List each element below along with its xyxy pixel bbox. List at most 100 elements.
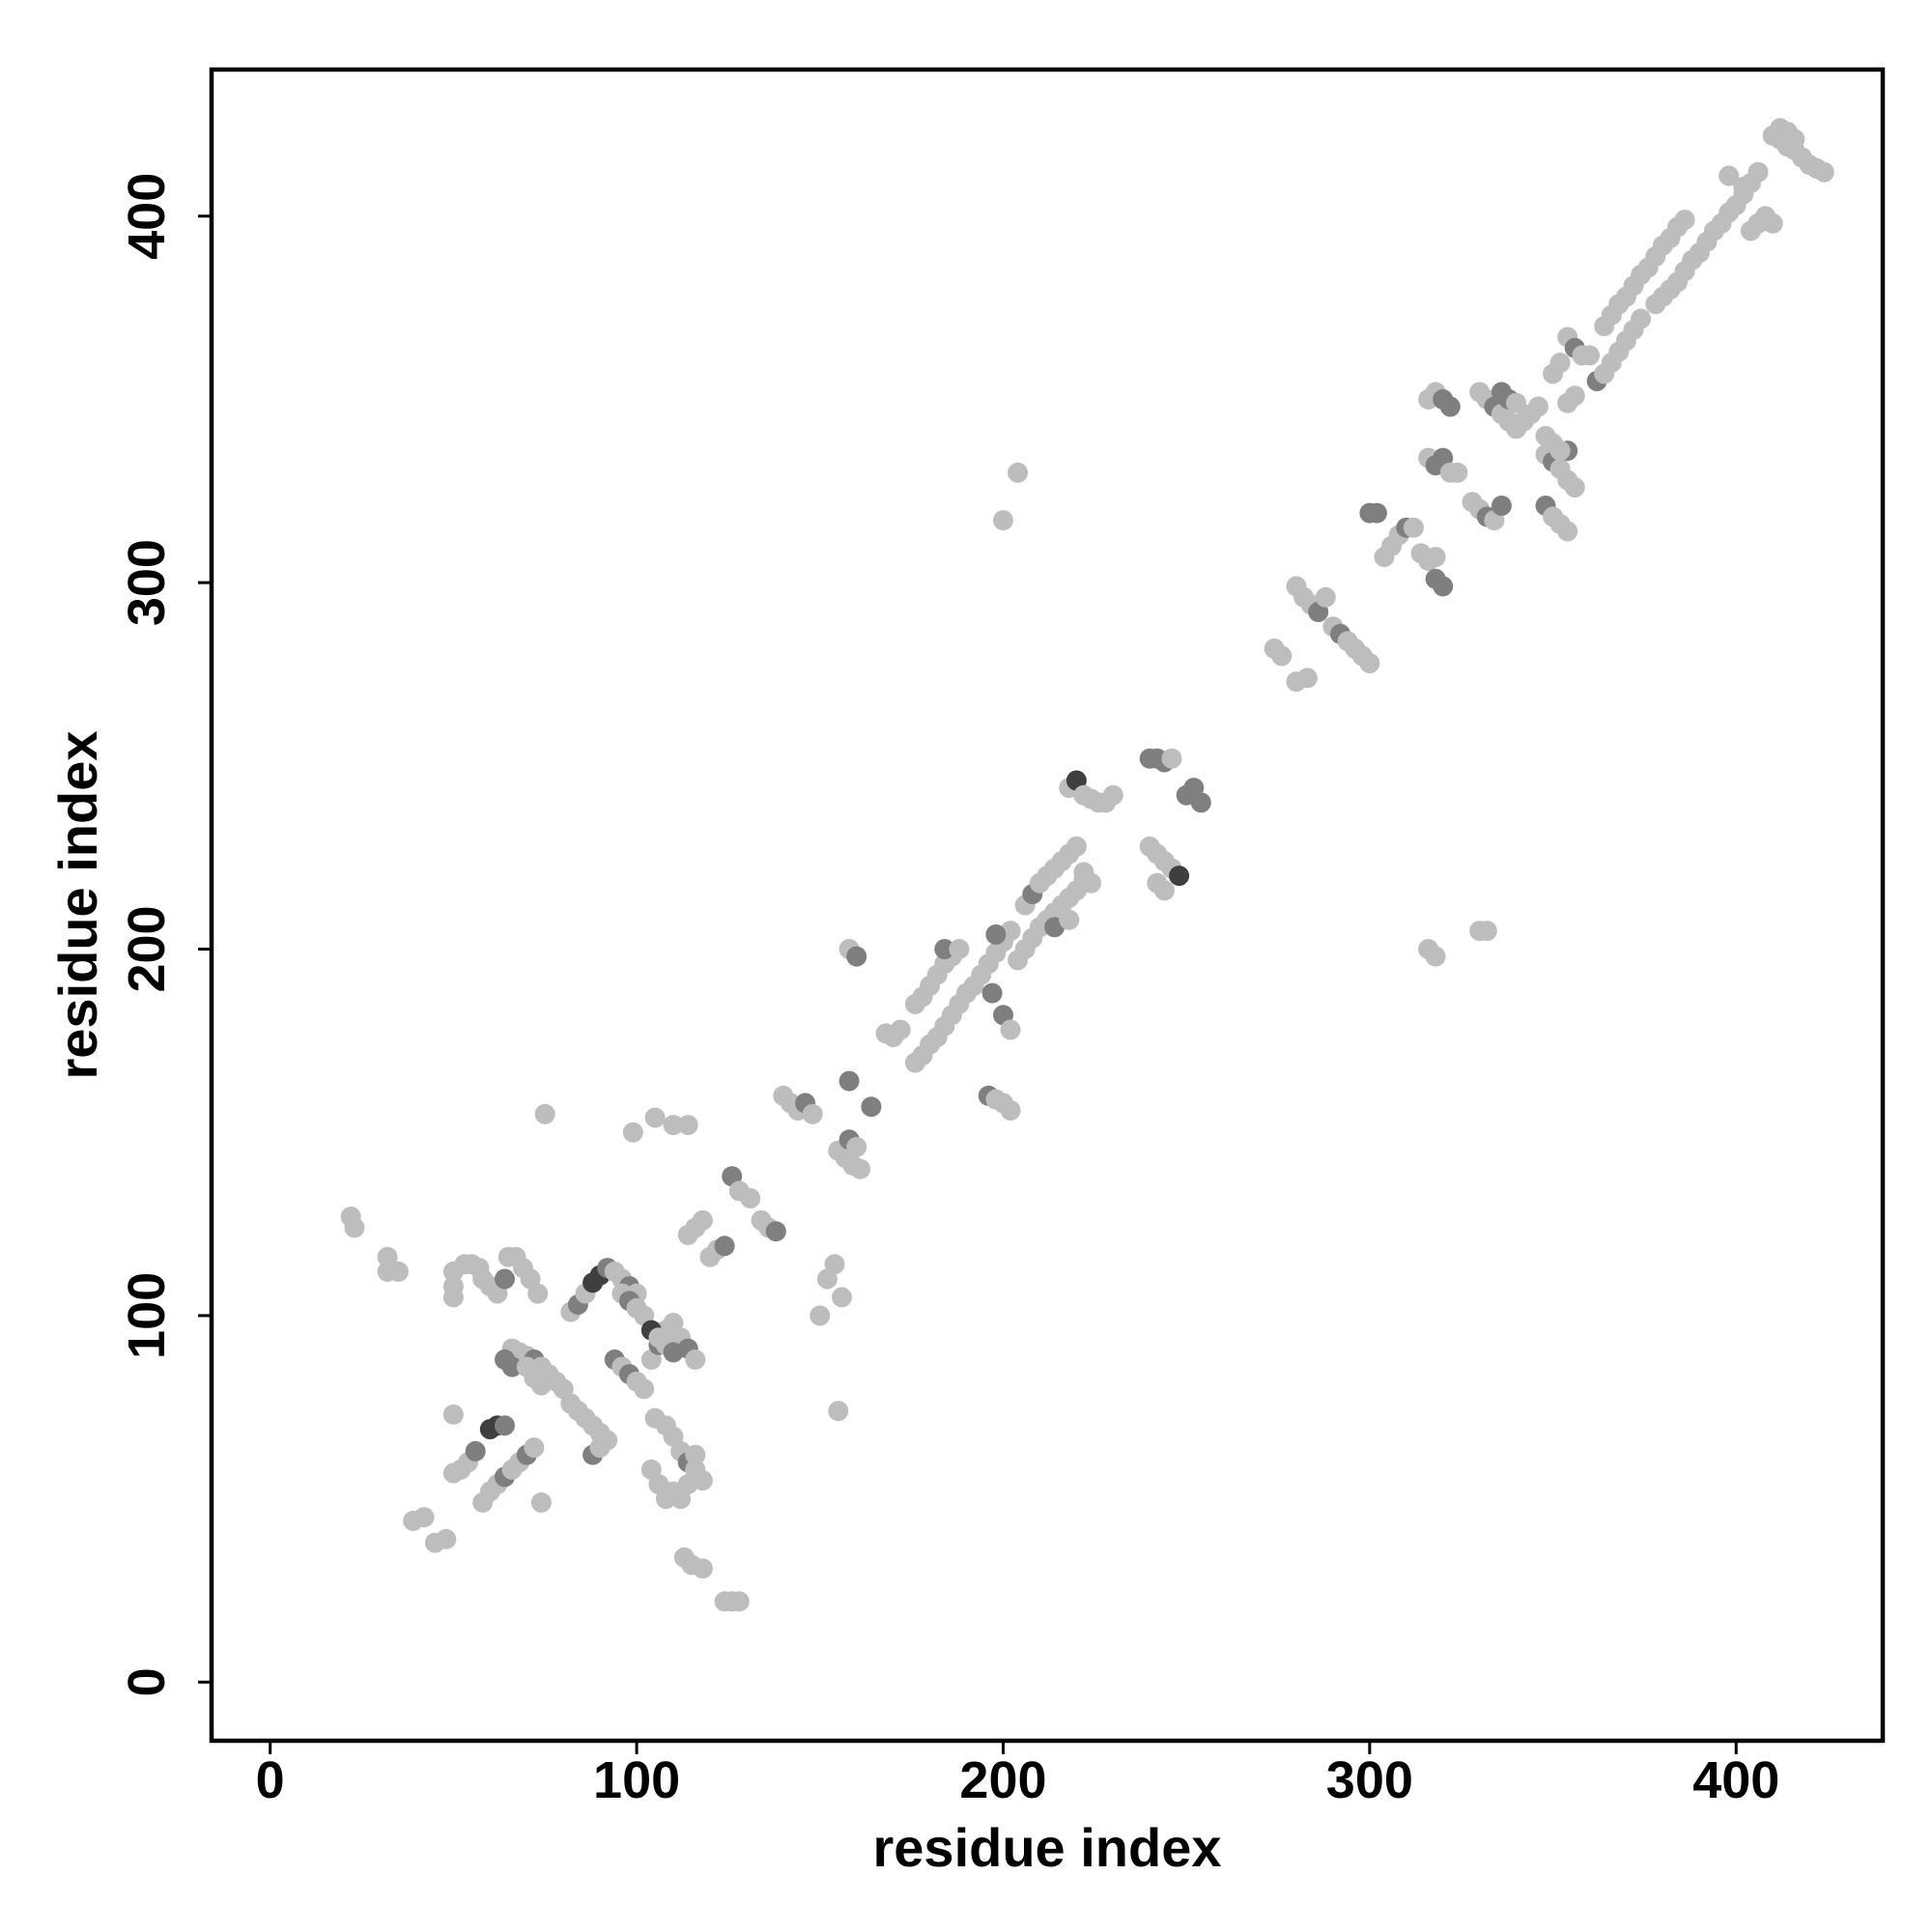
data-point-173: [949, 939, 970, 959]
data-point-311: [1564, 385, 1585, 407]
data-point-92: [663, 1342, 684, 1363]
data-point-136: [824, 1254, 845, 1275]
data-point-205: [1059, 909, 1080, 930]
data-point-122: [714, 1236, 735, 1257]
data-point-183: [1008, 462, 1029, 483]
data-point-24: [442, 1287, 464, 1308]
data-point-151: [890, 1019, 911, 1040]
data-point-233: [1315, 586, 1336, 608]
x-tick-label-100: 100: [593, 1751, 680, 1809]
data-point-179: [1000, 1019, 1021, 1040]
y-tick-label-300: 300: [118, 539, 176, 626]
data-point-241: [1296, 668, 1318, 689]
data-point-203: [1081, 872, 1101, 894]
data-point-252: [1433, 576, 1454, 597]
data-point-201: [1065, 836, 1087, 857]
data-point-54: [530, 1375, 552, 1396]
data-point-84: [685, 1349, 706, 1370]
data-point-37: [530, 1492, 552, 1513]
x-axis-title: residue index: [872, 1817, 1221, 1878]
data-point-4: [388, 1261, 409, 1282]
plot-frame: [209, 67, 1886, 1744]
data-point-13: [465, 1440, 486, 1462]
data-point-77: [634, 1378, 655, 1400]
points-layer: [340, 118, 1834, 1612]
data-point-212: [1102, 784, 1123, 806]
data-point-134: [810, 1305, 831, 1326]
data-point-253: [1425, 547, 1446, 568]
data-point-119: [692, 1209, 713, 1231]
data-point-72: [589, 1437, 611, 1458]
x-tick-label-300: 300: [1326, 1751, 1413, 1809]
data-point-138: [832, 1287, 852, 1308]
x-tick-label-200: 200: [959, 1751, 1046, 1809]
data-point-217: [1169, 866, 1190, 887]
data-point-116: [728, 1591, 750, 1612]
data-point-38: [534, 1103, 555, 1124]
data-point-264: [1425, 946, 1446, 967]
data-point-144: [846, 1136, 867, 1157]
data-point-300: [1579, 345, 1600, 366]
y-tick-label-100: 100: [118, 1272, 176, 1359]
data-point-2: [377, 1246, 398, 1267]
data-point-339: [1719, 165, 1740, 186]
y-tick-label-200: 200: [118, 905, 176, 992]
data-point-296: [1557, 521, 1578, 542]
data-point-223: [1161, 748, 1182, 769]
data-point-147: [838, 1070, 860, 1092]
data-point-180: [985, 923, 1007, 945]
data-point-1: [344, 1217, 365, 1238]
data-point-182: [993, 510, 1013, 531]
data-point-290: [1549, 440, 1571, 462]
data-point-257: [1439, 396, 1461, 417]
data-point-96: [677, 1115, 698, 1136]
data-point-36: [527, 1283, 549, 1304]
data-point-248: [1403, 517, 1424, 538]
data-point-262: [1447, 462, 1468, 483]
data-point-94: [644, 1107, 666, 1128]
y-tick-label-0: 0: [118, 1667, 176, 1696]
data-point-51: [501, 1356, 523, 1378]
data-point-110: [685, 1444, 706, 1465]
data-point-239: [1359, 653, 1380, 674]
data-point-95: [663, 1115, 684, 1136]
data-point-142: [850, 1158, 870, 1179]
data-point-181: [981, 982, 1003, 1004]
data-point-133: [802, 1103, 823, 1124]
data-point-146: [846, 946, 867, 967]
data-point-41: [495, 1415, 515, 1436]
data-point-9: [442, 1404, 464, 1425]
x-tick-label-0: 0: [256, 1751, 285, 1809]
data-point-292: [1564, 477, 1585, 497]
data-point-340: [1733, 176, 1754, 197]
data-point-21: [524, 1437, 545, 1458]
y-axis: 0 100 200 300 400: [118, 173, 212, 1696]
data-point-137: [828, 1401, 849, 1422]
data-point-226: [1190, 792, 1211, 813]
data-point-266: [1476, 921, 1497, 942]
data-point-31: [495, 1268, 515, 1290]
data-point-323: [1674, 210, 1695, 230]
data-point-302: [1549, 353, 1571, 373]
data-point-6: [413, 1507, 435, 1528]
data-point-128: [765, 1221, 786, 1242]
data-point-355: [1784, 128, 1805, 150]
data-point-8: [436, 1528, 457, 1549]
data-point-172: [934, 939, 955, 959]
data-point-93: [622, 1122, 643, 1143]
data-point-109: [677, 1473, 698, 1494]
x-tick-label-400: 400: [1692, 1751, 1779, 1809]
y-tick-label-400: 400: [118, 173, 176, 260]
data-point-271: [1491, 496, 1512, 516]
data-point-113: [692, 1558, 713, 1579]
data-point-148: [861, 1096, 882, 1118]
data-point-228: [1271, 645, 1293, 667]
data-point-243: [1366, 502, 1387, 524]
y-axis-title: residue index: [47, 730, 108, 1079]
data-point-283: [1506, 392, 1527, 413]
data-point-309: [1631, 308, 1652, 329]
data-point-352: [1813, 161, 1834, 183]
data-point-125: [740, 1188, 761, 1208]
data-point-280: [1527, 396, 1548, 417]
